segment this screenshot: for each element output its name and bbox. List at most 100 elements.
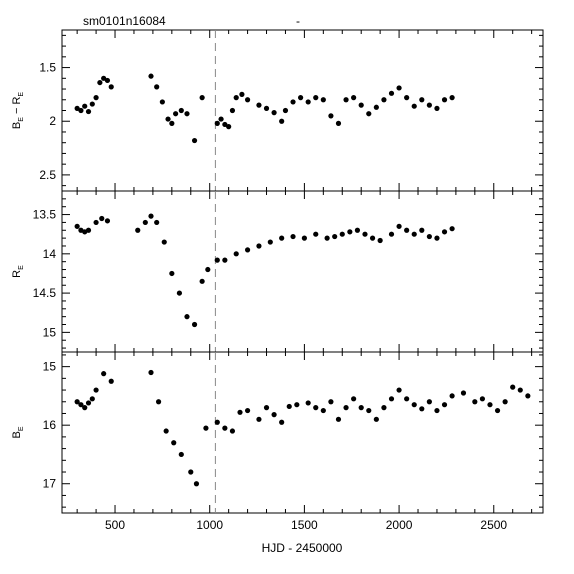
data-point-r-mag: [154, 219, 160, 226]
data-point-r-mag: [434, 235, 440, 241]
data-point-b-mag: [263, 405, 270, 411]
data-point-b-mag: [460, 390, 467, 396]
data-point-b-mag: [510, 384, 516, 390]
data-point-r-mag: [256, 243, 262, 249]
y-tick-label: 17: [43, 477, 57, 491]
data-point-r-mag: [148, 213, 154, 219]
y-axis-label-r-mag: RE: [11, 265, 25, 278]
y-axis-label-color: BE − RE: [11, 92, 25, 130]
data-point-color: [396, 85, 402, 91]
data-point-b-mag: [237, 409, 243, 415]
data-point-r-mag: [214, 257, 220, 263]
data-point-r-mag: [222, 257, 228, 263]
y-tick-label: 14.5: [33, 286, 57, 300]
y-tick-label: 15: [43, 360, 57, 374]
data-point-b-mag: [525, 393, 531, 399]
data-point-r-mag: [85, 227, 92, 233]
y-axis-label-b-mag: BE: [11, 426, 25, 438]
data-point-b-mag: [101, 371, 107, 377]
data-point-color: [434, 105, 440, 111]
data-point-r-mag: [388, 231, 395, 237]
data-point-r-mag: [135, 227, 141, 233]
data-point-r-mag: [99, 215, 105, 222]
data-point-b-mag: [163, 428, 169, 434]
data-point-b-mag: [479, 396, 486, 402]
data-point-b-mag: [441, 402, 448, 408]
data-point-r-mag: [324, 235, 330, 241]
data-point-b-mag: [419, 406, 425, 412]
data-point-b-mag: [279, 419, 285, 425]
data-point-b-mag: [203, 425, 209, 431]
data-point-b-mag: [148, 369, 154, 376]
data-point-color: [184, 111, 190, 117]
data-point-b-mag: [373, 416, 379, 422]
panel-frame-r-mag: [61, 190, 544, 353]
data-point-color: [214, 120, 220, 126]
data-point-r-mag: [377, 237, 383, 244]
data-point-color: [298, 95, 304, 101]
data-point-r-mag: [441, 229, 448, 235]
data-point-b-mag: [358, 405, 364, 411]
data-point-color: [82, 103, 88, 109]
data-point-color: [199, 95, 205, 101]
data-point-color: [404, 95, 410, 101]
data-point-b-mag: [320, 407, 326, 414]
x-axis-label: HJD - 2450000: [262, 541, 343, 555]
data-point-b-mag: [494, 407, 501, 414]
data-point-r-mag: [233, 251, 239, 257]
data-point-color: [233, 95, 239, 101]
data-point-color: [351, 95, 357, 101]
data-point-r-mag: [93, 219, 99, 226]
y-tick-label: 15: [43, 325, 57, 339]
data-point-color: [426, 102, 432, 108]
data-point-r-mag: [411, 231, 417, 237]
data-point-color: [244, 97, 251, 103]
data-point-b-mag: [193, 481, 200, 487]
data-point-r-mag: [161, 239, 167, 245]
data-point-r-mag: [426, 233, 432, 240]
data-point-b-mag: [472, 399, 478, 405]
data-point-b-mag: [449, 393, 455, 399]
data-point-color: [282, 107, 289, 114]
data-point-r-mag: [339, 231, 345, 237]
data-point-b-mag: [82, 405, 88, 411]
data-point-color: [165, 116, 171, 122]
data-point-color: [218, 116, 224, 122]
data-point-b-mag: [366, 407, 372, 414]
data-point-color: [154, 84, 160, 90]
data-point-b-mag: [502, 399, 508, 405]
data-point-color: [388, 90, 395, 96]
panel-frame-color: [61, 29, 544, 192]
data-point-b-mag: [335, 416, 342, 422]
data-point-color: [411, 103, 417, 109]
data-point-color: [358, 102, 364, 108]
data-point-r-mag: [362, 231, 368, 237]
data-point-color: [191, 137, 198, 144]
data-point-color: [441, 97, 448, 103]
data-point-b-mag: [305, 400, 311, 406]
data-point-color: [85, 108, 92, 115]
data-point-color: [449, 95, 455, 101]
data-point-b-mag: [108, 378, 114, 384]
data-point-color: [313, 95, 319, 101]
data-point-r-mag: [419, 227, 425, 233]
data-point-r-mag: [169, 270, 175, 277]
data-point-r-mag: [267, 239, 273, 245]
data-point-r-mag: [449, 226, 455, 232]
data-point-b-mag: [487, 402, 493, 408]
data-point-color: [222, 121, 228, 128]
data-point-b-mag: [351, 396, 357, 402]
panels-group: 1.5 2 2.5 BE − RE 13.5 14 14.5 15 RE 15 16 17 BE 500 1…: [11, 29, 544, 532]
data-point-color: [343, 97, 349, 103]
data-point-color: [320, 97, 326, 103]
y-tick-label: 16: [43, 418, 57, 432]
data-point-r-mag: [332, 233, 338, 240]
data-point-r-mag: [184, 314, 190, 320]
data-point-r-mag: [191, 321, 198, 328]
data-point-color: [279, 118, 285, 124]
data-point-b-mag: [188, 469, 194, 475]
data-point-b-mag: [396, 387, 402, 393]
y-tick-label: 14: [43, 247, 57, 261]
data-point-b-mag: [294, 402, 300, 408]
